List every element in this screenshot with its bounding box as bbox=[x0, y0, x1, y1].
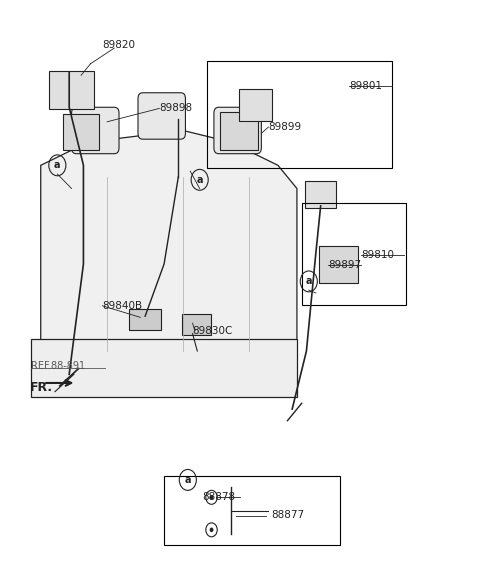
Text: 89801: 89801 bbox=[349, 81, 382, 91]
Text: 89898: 89898 bbox=[159, 103, 192, 114]
Text: a: a bbox=[185, 475, 191, 485]
Text: 89897: 89897 bbox=[328, 260, 361, 270]
Text: a: a bbox=[306, 277, 312, 287]
FancyBboxPatch shape bbox=[63, 114, 99, 149]
Circle shape bbox=[210, 495, 214, 500]
Text: 89810: 89810 bbox=[361, 250, 394, 260]
Text: FR.: FR. bbox=[30, 380, 53, 394]
FancyBboxPatch shape bbox=[138, 93, 185, 139]
FancyBboxPatch shape bbox=[72, 107, 119, 154]
FancyBboxPatch shape bbox=[49, 71, 95, 109]
FancyBboxPatch shape bbox=[214, 107, 261, 154]
Text: 89899: 89899 bbox=[268, 122, 301, 132]
FancyBboxPatch shape bbox=[181, 315, 211, 335]
FancyBboxPatch shape bbox=[305, 181, 336, 207]
FancyBboxPatch shape bbox=[239, 89, 272, 121]
FancyBboxPatch shape bbox=[219, 113, 258, 149]
Text: 89830C: 89830C bbox=[192, 326, 233, 336]
Circle shape bbox=[210, 527, 214, 532]
Text: 89820: 89820 bbox=[102, 40, 135, 50]
Polygon shape bbox=[41, 131, 297, 363]
Text: 88877: 88877 bbox=[271, 510, 304, 520]
Text: a: a bbox=[196, 175, 203, 185]
FancyBboxPatch shape bbox=[319, 246, 358, 283]
FancyBboxPatch shape bbox=[130, 309, 161, 329]
Text: 89840B: 89840B bbox=[102, 301, 143, 311]
Text: a: a bbox=[54, 161, 60, 171]
Text: 88878: 88878 bbox=[202, 492, 235, 502]
Polygon shape bbox=[31, 339, 297, 397]
Text: REF.88-891: REF.88-891 bbox=[31, 360, 85, 370]
